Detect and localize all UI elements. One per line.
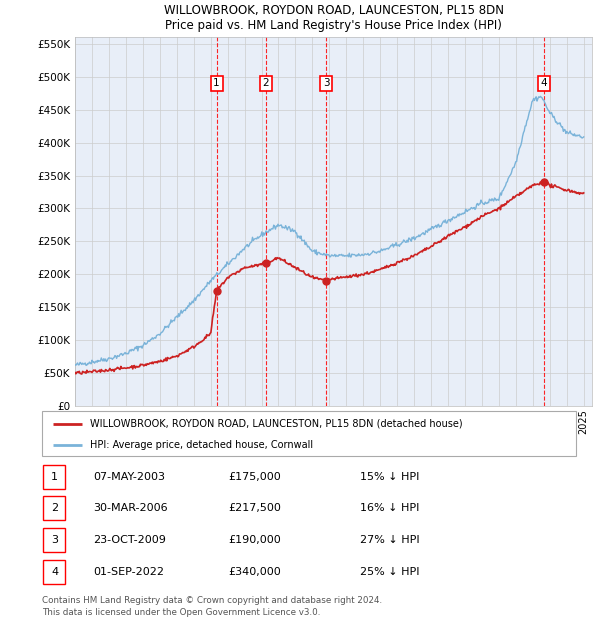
Text: £175,000: £175,000 (228, 472, 281, 482)
FancyBboxPatch shape (43, 497, 65, 520)
Text: 25% ↓ HPI: 25% ↓ HPI (360, 567, 419, 577)
Text: 2: 2 (262, 78, 269, 88)
FancyBboxPatch shape (42, 411, 576, 456)
Text: 4: 4 (51, 567, 58, 577)
Text: £340,000: £340,000 (228, 567, 281, 577)
Text: HPI: Average price, detached house, Cornwall: HPI: Average price, detached house, Corn… (90, 440, 313, 450)
FancyBboxPatch shape (43, 560, 65, 583)
Text: 3: 3 (323, 78, 329, 88)
Text: Contains HM Land Registry data © Crown copyright and database right 2024.
This d: Contains HM Land Registry data © Crown c… (42, 596, 382, 617)
FancyBboxPatch shape (43, 465, 65, 489)
Text: 07-MAY-2003: 07-MAY-2003 (93, 472, 165, 482)
Text: 15% ↓ HPI: 15% ↓ HPI (360, 472, 419, 482)
Text: 2: 2 (51, 503, 58, 513)
Text: 4: 4 (541, 78, 548, 88)
Title: WILLOWBROOK, ROYDON ROAD, LAUNCESTON, PL15 8DN
Price paid vs. HM Land Registry's: WILLOWBROOK, ROYDON ROAD, LAUNCESTON, PL… (164, 4, 503, 32)
Text: 1: 1 (213, 78, 220, 88)
Text: 01-SEP-2022: 01-SEP-2022 (93, 567, 164, 577)
Text: 3: 3 (51, 535, 58, 545)
FancyBboxPatch shape (43, 528, 65, 552)
Text: £217,500: £217,500 (228, 503, 281, 513)
Text: 16% ↓ HPI: 16% ↓ HPI (360, 503, 419, 513)
Text: 30-MAR-2006: 30-MAR-2006 (93, 503, 167, 513)
Text: 27% ↓ HPI: 27% ↓ HPI (360, 535, 419, 545)
Text: WILLOWBROOK, ROYDON ROAD, LAUNCESTON, PL15 8DN (detached house): WILLOWBROOK, ROYDON ROAD, LAUNCESTON, PL… (90, 418, 463, 428)
Text: £190,000: £190,000 (228, 535, 281, 545)
Text: 23-OCT-2009: 23-OCT-2009 (93, 535, 166, 545)
Text: 1: 1 (51, 472, 58, 482)
